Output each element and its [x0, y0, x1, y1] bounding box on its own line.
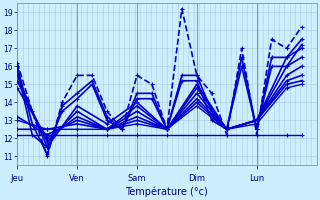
- X-axis label: Température (°c): Température (°c): [125, 186, 208, 197]
